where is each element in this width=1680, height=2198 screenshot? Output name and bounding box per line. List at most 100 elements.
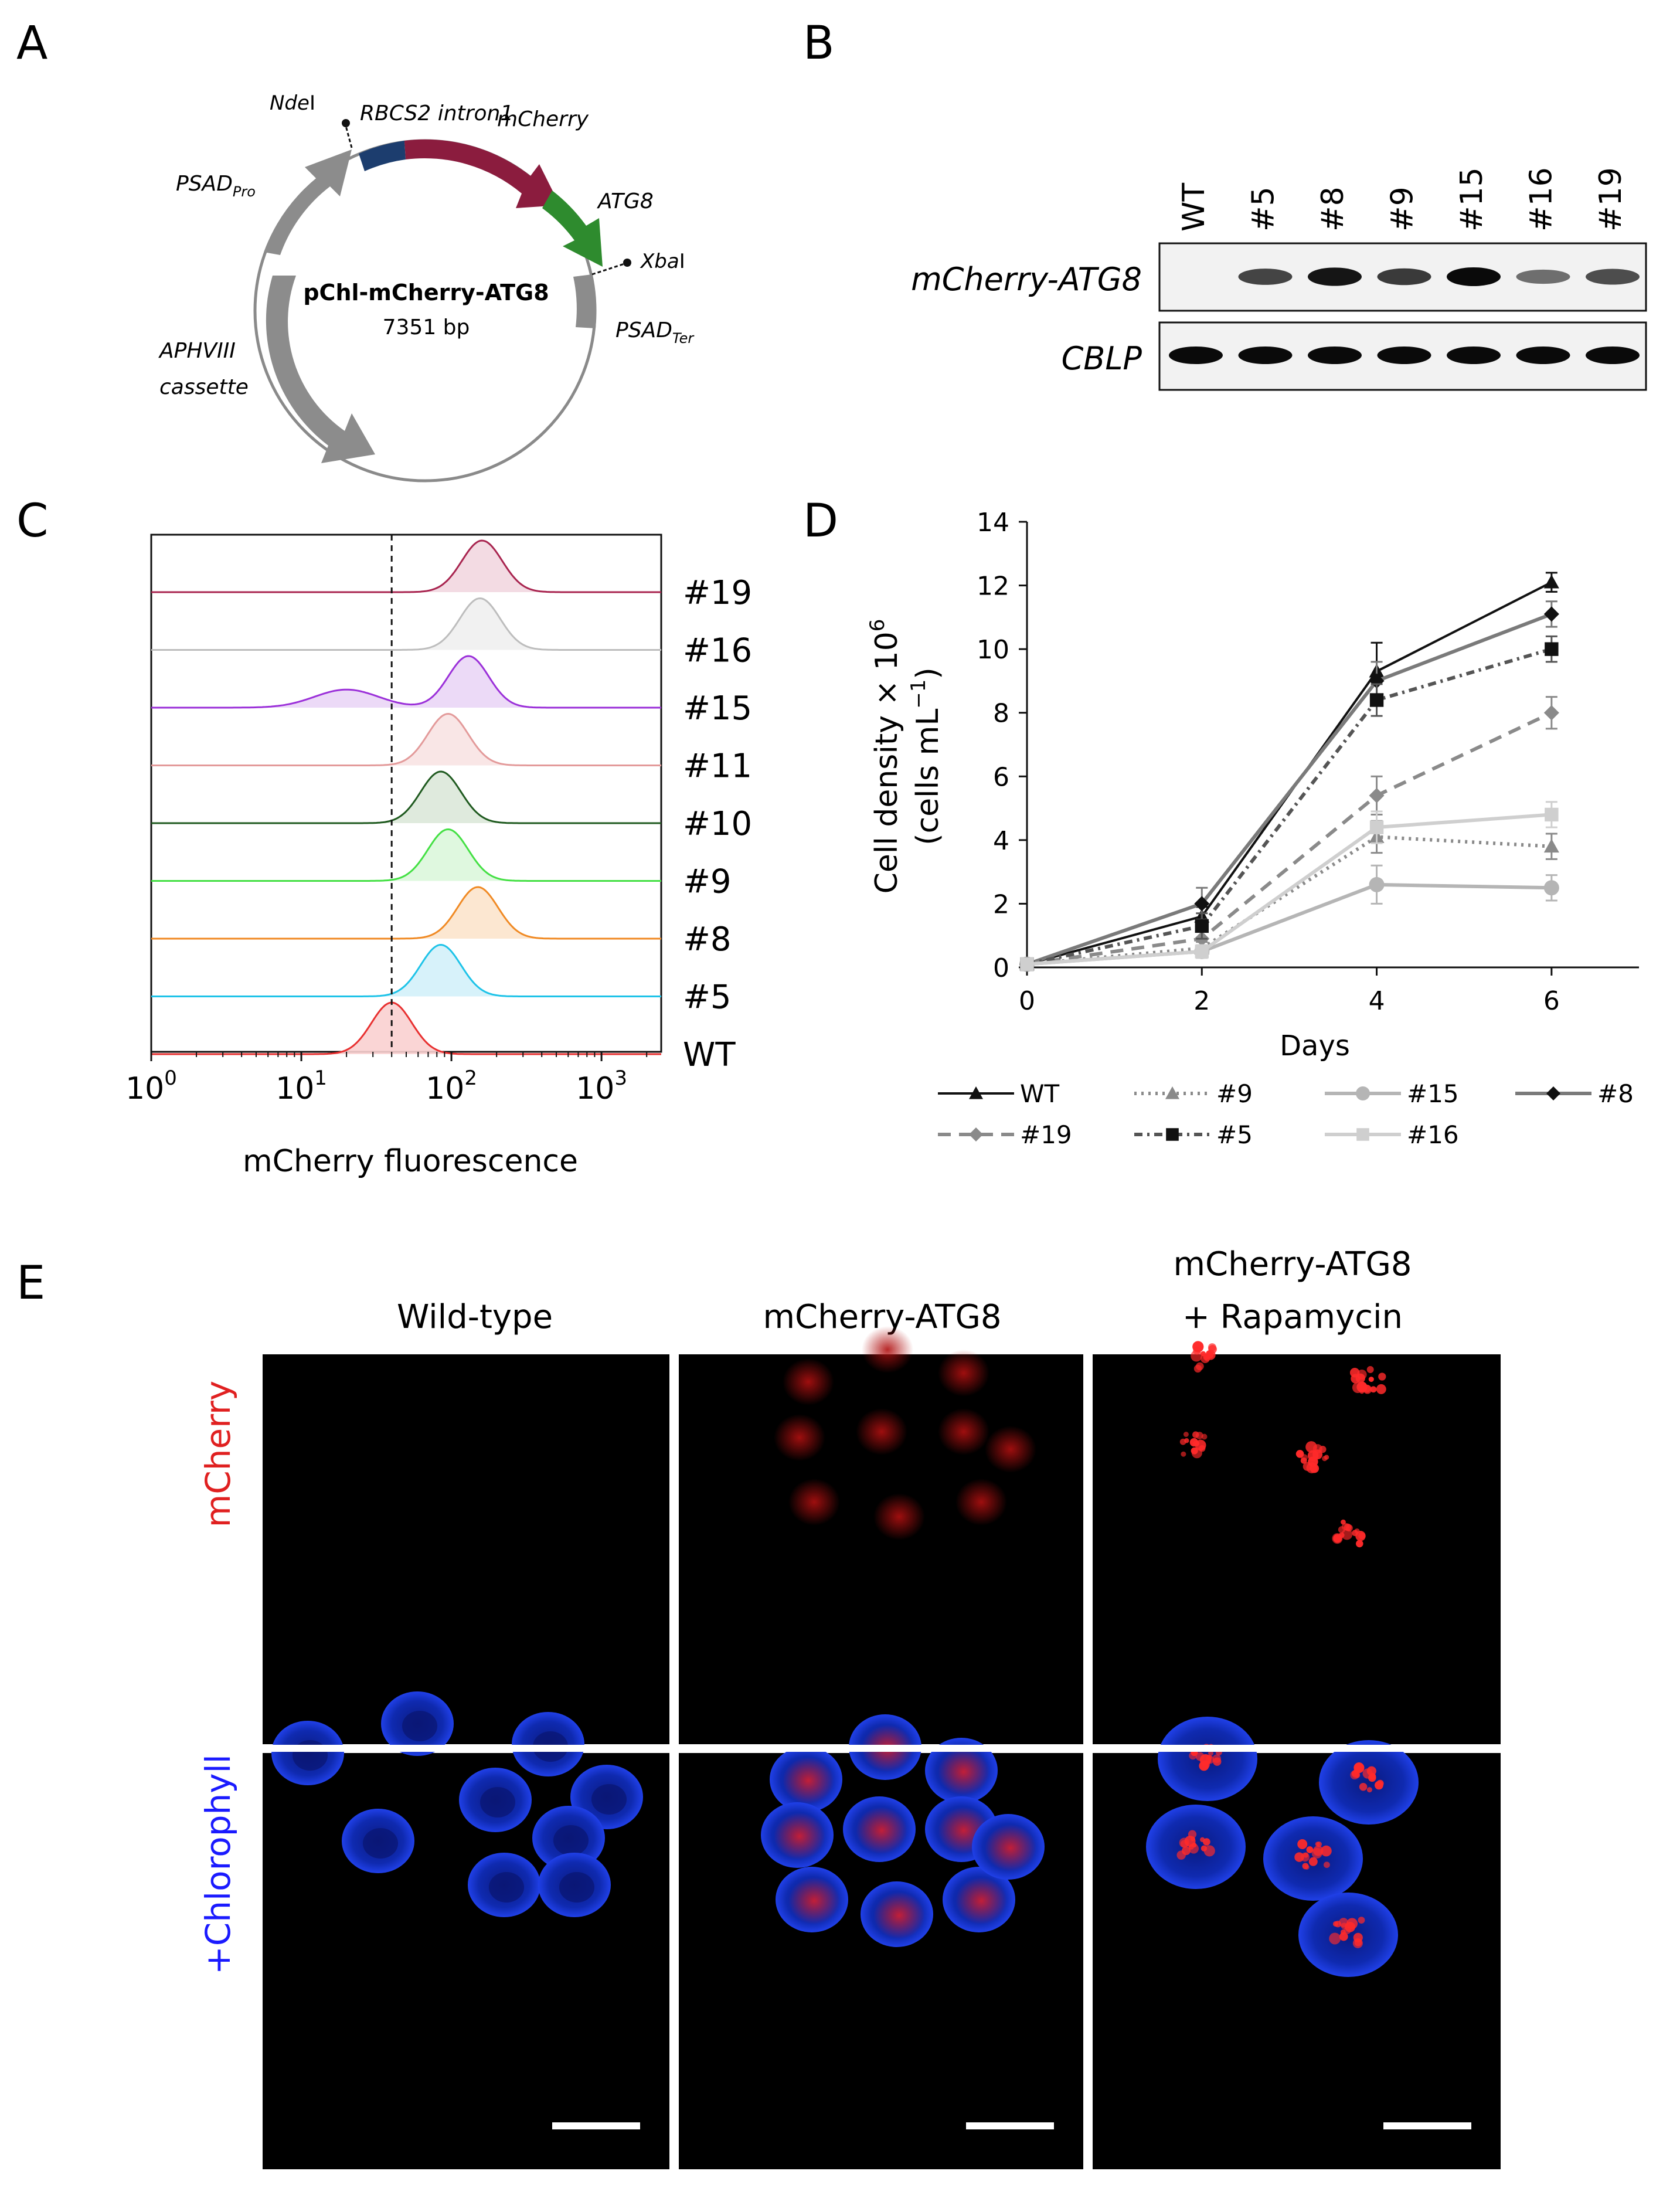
mcherry-puncta [1345,1524,1353,1532]
legend-entry: #19 [938,1120,1072,1149]
tick-exp: 1 [314,1066,327,1090]
psad-ter-sub: Ter [672,330,695,346]
mcherry-signal [862,1326,913,1373]
gel-image: mCherry-ATG8 CBLP WT #5 #8 #9 #15 #16 #19 [911,167,1647,391]
histogram-curve [151,770,661,824]
xbai-site-marker [623,259,631,267]
mcherry-signal [938,1408,989,1455]
mcherry-puncta [1189,1751,1197,1760]
marker-diamond [1194,896,1210,912]
gel-band [1516,269,1570,284]
mcherry-puncta [1184,1836,1196,1847]
histogram-curve [151,655,661,709]
psad-pro-main: PSAD [176,172,233,196]
y-label-exp: 6 [866,619,889,632]
mcherry-signal [955,1479,1007,1526]
plasmid-size: 7351 bp [383,315,470,339]
mcherry-puncta [1376,1779,1384,1788]
psad-ter-segment [573,274,597,328]
scale-bar [1383,2122,1471,2129]
histogram-x-tick-label: 103 [576,1066,627,1106]
marker-diamond [969,1127,983,1142]
growth-chart: Days Cell density × 106 (cells mL−1) 024… [866,508,1639,1149]
histogram-curve [151,828,661,882]
y-label-line2-exp: −1 [907,680,930,709]
mcherry-puncta [1201,1351,1206,1357]
panel-label-b: B [803,17,835,70]
growth-y-axis-label-line1: Cell density × 106 [866,619,904,894]
growth-x-axis-label: Days [1280,1030,1350,1062]
cell-interior [489,1872,524,1903]
legend-entry: #9 [1134,1079,1253,1108]
histogram-track-label: #19 [683,574,752,612]
histogram-frame [150,534,662,1053]
cell-interior [293,1740,328,1771]
panel-label-d: D [803,495,838,548]
psad-pro-arrow [264,150,352,255]
row-label-chlorophyll: +Chlorophyll [198,1754,238,1975]
histogram-track-label: #16 [683,632,752,670]
marker-circle [1356,1086,1370,1100]
row-label-mcherry: mCherry [198,1381,238,1527]
ndei-label-main: Nde [270,91,310,115]
mcherry-puncta [1376,1384,1386,1394]
marker-diamond [1369,787,1385,803]
mcherry-puncta [1316,1841,1322,1847]
cell-interior [363,1828,398,1859]
mcherry-puncta [1339,1932,1348,1941]
mcherry-signal [774,1813,825,1860]
y-tick-label: 10 [977,635,1009,665]
mcherry-puncta [1359,1782,1368,1791]
gel-lane-label: #5 [1246,186,1281,232]
mcherry-puncta [1338,1918,1349,1928]
column-label-mcherry-atg8-rapamycin-line2: + Rapamycin [1182,1298,1403,1336]
ndei-site-marker [342,119,350,127]
series-line [1026,612,1552,966]
legend-label: WT [1020,1079,1060,1108]
cell-interior [559,1872,594,1903]
series-WT [1019,572,1559,970]
mcherry-puncta [1368,1377,1374,1382]
tick-base: 10 [576,1071,614,1106]
x-tick-label: 2 [1193,986,1210,1016]
mcherry-signal [788,1479,840,1526]
marker-square [1195,919,1209,933]
histogram-track-label: #11 [683,748,752,786]
mcherry-puncta [1212,1754,1221,1763]
cell-interior [402,1711,437,1741]
micrograph-panel [263,1354,669,1744]
mcherry-puncta [1195,1439,1206,1451]
legend-label: #8 [1597,1079,1634,1108]
marker-diamond [1543,606,1559,622]
histogram-track-label: #15 [683,689,752,728]
y-label-text: Cell density × 10 [869,631,904,894]
marker-square [1356,1128,1369,1141]
cell [1298,1893,1398,1977]
mcherry-puncta [1203,1845,1215,1857]
series-line [1026,711,1553,966]
cell-interior [591,1784,627,1815]
gel-band [1238,269,1293,285]
marker-circle [1369,877,1385,892]
marker-diamond [1546,1086,1560,1100]
gel-band [1447,267,1501,286]
series-line [1026,813,1552,966]
histogram-curve [151,597,661,651]
panel-label-e: E [16,1257,45,1310]
legend-entry: #15 [1325,1079,1459,1108]
mcherry-signal [955,1877,1007,1924]
mcherry-puncta [1358,1917,1365,1924]
mcherry-puncta [1302,1462,1312,1471]
mcherry-puncta [1354,1938,1362,1946]
histogram-fill [151,1003,661,1054]
legend-label: #15 [1407,1079,1459,1108]
mcherry-puncta [1294,1852,1304,1862]
gel-lane-label: #8 [1315,186,1351,232]
mcherry-puncta [1370,1386,1377,1393]
mcherry-puncta [1195,1432,1203,1439]
x-tick-label: 0 [1019,986,1035,1016]
series-n15 [1019,864,1559,972]
psad-pro-label: PSADPro [176,172,256,200]
y-label-line2-end: ) [910,667,946,679]
legend-label: #9 [1216,1079,1253,1108]
